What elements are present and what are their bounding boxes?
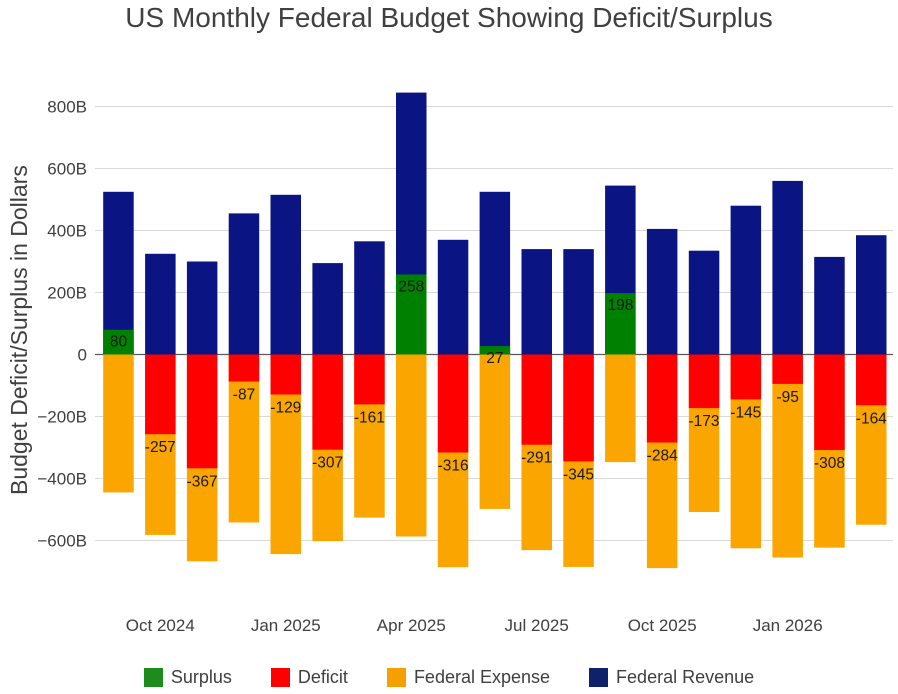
svg-text:−200B: −200B — [37, 408, 87, 427]
svg-text:800B: 800B — [47, 98, 87, 117]
svg-text:−400B: −400B — [37, 470, 87, 489]
svg-text:−600B: −600B — [37, 532, 87, 551]
svg-text:600B: 600B — [47, 160, 87, 179]
svg-text:-284: -284 — [647, 448, 678, 465]
svg-text:-129: -129 — [270, 400, 301, 417]
svg-text:-307: -307 — [312, 455, 343, 472]
svg-text:198: 198 — [607, 297, 633, 314]
svg-text:400B: 400B — [47, 222, 87, 241]
svg-text:Apr 2025: Apr 2025 — [377, 616, 446, 635]
svg-text:Jan 2026: Jan 2026 — [753, 616, 823, 635]
svg-text:-316: -316 — [438, 458, 469, 475]
svg-text:258: 258 — [398, 279, 424, 296]
svg-text:Oct 2024: Oct 2024 — [126, 616, 195, 635]
svg-text:0: 0 — [78, 346, 87, 365]
svg-text:-257: -257 — [145, 439, 176, 456]
svg-text:-173: -173 — [688, 413, 719, 430]
svg-text:-87: -87 — [233, 387, 255, 404]
svg-text:Oct 2025: Oct 2025 — [628, 616, 697, 635]
svg-text:-164: -164 — [856, 410, 887, 427]
svg-text:-291: -291 — [521, 450, 552, 467]
svg-text:-308: -308 — [814, 455, 845, 472]
svg-text:27: 27 — [486, 350, 503, 367]
svg-text:-367: -367 — [187, 473, 218, 490]
svg-text:200B: 200B — [47, 284, 87, 303]
svg-text:80: 80 — [110, 334, 128, 351]
svg-text:-95: -95 — [776, 389, 798, 406]
svg-text:Jan 2025: Jan 2025 — [251, 616, 321, 635]
svg-text:-345: -345 — [563, 466, 594, 483]
svg-text:-145: -145 — [730, 404, 761, 421]
svg-text:-161: -161 — [354, 409, 385, 426]
svg-text:Jul 2025: Jul 2025 — [505, 616, 569, 635]
